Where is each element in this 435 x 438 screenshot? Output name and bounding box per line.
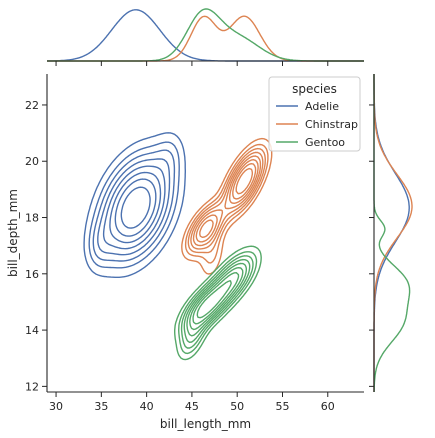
contour-group-chinstrap xyxy=(181,137,273,275)
contour-group-adelie xyxy=(83,132,186,278)
contour-line-adelie xyxy=(102,165,166,250)
x-tick-label: 50 xyxy=(230,400,244,413)
right-marginal-curve-gentoo xyxy=(373,74,411,392)
y-tick-label: 12 xyxy=(25,380,39,393)
contour-line-chinstrap xyxy=(199,163,257,238)
contour-group-gentoo xyxy=(174,245,262,361)
contour-line-chinstrap xyxy=(187,147,266,254)
contour-layer xyxy=(83,132,273,361)
right-marginal-ticks xyxy=(369,104,374,387)
x-axis-label: bill_length_mm xyxy=(160,417,251,431)
legend: species Adelie Chinstrap Gentoo xyxy=(268,76,361,152)
contour-line-gentoo xyxy=(189,267,244,331)
legend-label-adelie: Adelie xyxy=(305,100,339,113)
contour-line-gentoo xyxy=(196,280,232,319)
contour-line-gentoo xyxy=(192,272,240,325)
x-tick-label: 60 xyxy=(321,400,335,413)
right-marginal-curve-chinstrap xyxy=(373,74,413,392)
legend-frame xyxy=(268,76,361,152)
contour-line-chinstrap xyxy=(184,143,269,264)
legend-label-chinstrap: Chinstrap xyxy=(305,118,358,131)
y-axis-ticks: 12 14 16 18 20 22 xyxy=(25,99,47,393)
contour-line-adelie xyxy=(83,132,186,278)
top-marginal xyxy=(47,8,364,66)
contour-line-chinstrap xyxy=(190,151,264,250)
contour-line-adelie xyxy=(97,158,171,256)
x-tick-label: 30 xyxy=(49,400,63,413)
top-marginal-curve-adelie xyxy=(47,9,364,62)
contour-line-adelie xyxy=(120,186,151,229)
contour-line-gentoo xyxy=(183,258,251,343)
contour-line-chinstrap xyxy=(181,137,273,275)
x-axis-ticks: 30 35 40 45 50 55 60 xyxy=(49,392,335,413)
y-tick-label: 16 xyxy=(25,268,39,281)
x-tick-label: 40 xyxy=(140,400,154,413)
x-tick-label: 55 xyxy=(275,400,289,413)
top-marginal-curve-chinstrap xyxy=(47,15,364,62)
contour-line-gentoo xyxy=(174,245,262,361)
y-axis-label: bill_depth_mm xyxy=(6,189,20,277)
contour-line-gentoo xyxy=(186,262,247,337)
legend-items: Adelie Chinstrap Gentoo xyxy=(276,100,358,149)
contour-line-adelie xyxy=(88,141,180,269)
contour-line-chinstrap xyxy=(195,159,259,243)
contour-line-gentoo xyxy=(178,251,258,355)
legend-title: species xyxy=(292,82,337,96)
contour-line-gentoo xyxy=(180,255,254,349)
y-tick-label: 14 xyxy=(25,324,39,337)
right-marginal-curves xyxy=(373,74,413,392)
right-marginal xyxy=(369,74,413,392)
contour-line-chinstrap xyxy=(192,155,262,247)
y-tick-label: 18 xyxy=(25,212,39,225)
top-marginal-ticks xyxy=(55,61,329,66)
x-tick-label: 45 xyxy=(185,400,199,413)
y-tick-label: 22 xyxy=(25,99,39,112)
legend-label-gentoo: Gentoo xyxy=(305,136,345,149)
contour-line-adelie xyxy=(109,171,162,244)
contour-line-adelie xyxy=(92,149,176,262)
contour-line-adelie xyxy=(114,178,157,237)
y-tick-label: 20 xyxy=(25,155,39,168)
main-plot: 30 35 40 45 50 55 60 12 14 16 18 20 22 bill_length_… xyxy=(6,74,364,431)
right-marginal-curve-adelie xyxy=(373,74,410,392)
contour-line-chinstrap xyxy=(235,167,253,195)
top-marginal-curves xyxy=(47,8,364,62)
x-tick-label: 35 xyxy=(94,400,108,413)
